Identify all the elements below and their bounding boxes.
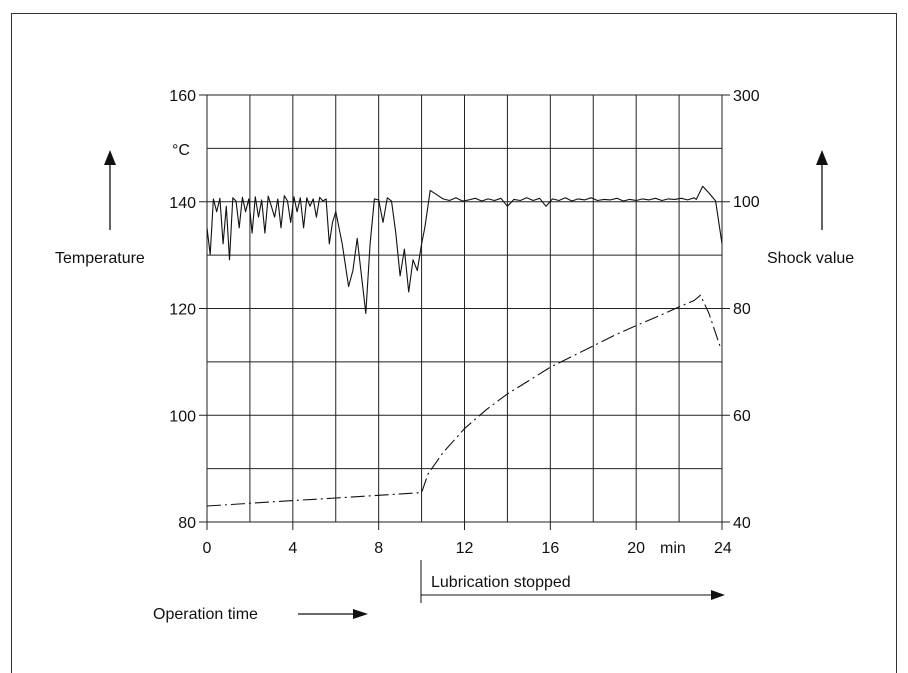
x-tick-label: 12 (456, 540, 474, 557)
left-tick-labels: 80 100 120 140 160 (169, 88, 196, 532)
figure-frame (11, 13, 897, 673)
left-axis-title: Temperature (55, 250, 145, 267)
x-tick-label: 8 (374, 540, 383, 557)
left-tick-label: 120 (169, 302, 196, 319)
x-tick-labels: 0 4 8 12 16 20 24 (203, 540, 732, 557)
right-tick-label: 60 (733, 408, 751, 425)
temperature-arrow-icon (104, 150, 116, 165)
x-axis-title: Operation time (153, 606, 258, 623)
right-tick-label: 80 (733, 301, 751, 318)
x-unit-label: min (660, 540, 686, 557)
shock-series-line (206, 185, 723, 314)
left-unit-label: °C (172, 142, 190, 159)
right-tick-label: 40 (733, 515, 751, 532)
right-tick-labels: 40 60 80 100 300 (733, 88, 760, 532)
x-tick-label: 4 (288, 540, 297, 557)
lubrication-stopped-label: Lubrication stopped (431, 574, 571, 591)
series-group (206, 185, 723, 507)
temperature-series-line (206, 294, 721, 507)
shock-arrow-icon (816, 150, 828, 165)
left-tick-label: 140 (169, 195, 196, 212)
left-tick-label: 100 (169, 408, 196, 425)
right-axis-title: Shock value (767, 250, 854, 267)
x-tick-label: 20 (627, 540, 645, 557)
right-tick-label: 300 (733, 88, 760, 105)
chart-grid (199, 94, 730, 530)
x-tick-label: 0 (203, 540, 212, 557)
lubrication-arrow-icon (711, 590, 725, 600)
left-tick-label: 160 (169, 88, 196, 105)
x-tick-label: 24 (714, 540, 732, 557)
x-tick-label: 16 (541, 540, 559, 557)
operation-time-arrow-icon (353, 609, 368, 619)
left-tick-label: 80 (178, 515, 196, 532)
right-tick-label: 100 (733, 194, 760, 211)
